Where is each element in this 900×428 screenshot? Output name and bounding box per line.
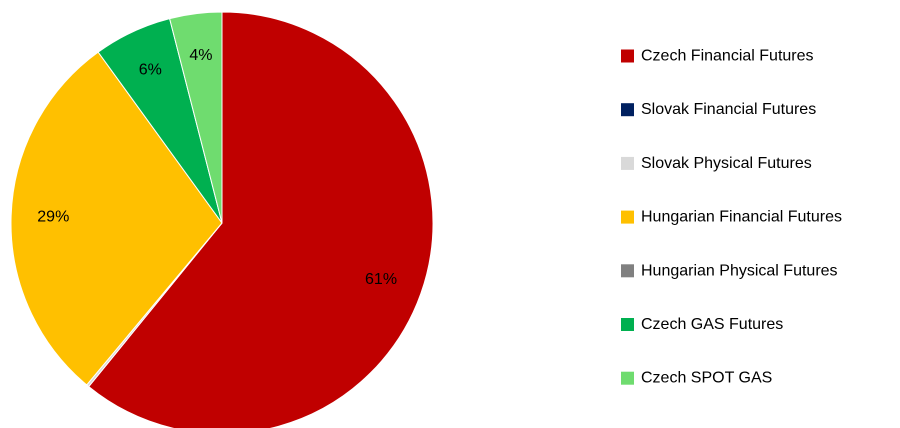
pie-slice-hungarian-financial-futures [10,51,223,386]
slice-label-czech-spot-gas: 4% [189,47,212,64]
slice-label-czech-financial-futures: 61% [365,271,397,288]
slice-label-czech-gas-futures: 6% [139,62,162,79]
legend-item-hungarian-financial-futures: Hungarian Financial Futures [621,209,842,226]
legend-item-czech-gas-futures: Czech GAS Futures [621,316,783,333]
legend-label-slovak-financial-futures: Slovak Financial Futures [641,101,816,118]
legend-item-czech-spot-gas: Czech SPOT GAS [621,370,772,387]
legend-item-slovak-physical-futures: Slovak Physical Futures [621,155,812,172]
legend-label-czech-financial-futures: Czech Financial Futures [641,48,814,65]
legend-label-hungarian-physical-futures: Hungarian Physical Futures [641,262,838,279]
legend-label-czech-spot-gas: Czech SPOT GAS [641,370,772,387]
legend-swatch-hungarian-financial-futures [621,210,634,224]
legend-label-hungarian-financial-futures: Hungarian Financial Futures [641,209,842,226]
pie-slice-czech-financial-futures [88,11,434,428]
legend-item-slovak-financial-futures: Slovak Financial Futures [621,101,816,118]
legend: Czech Financial Futures Slovak Financial … [621,48,842,387]
legend-item-hungarian-physical-futures: Hungarian Physical Futures [621,262,838,279]
legend-swatch-czech-financial-futures [621,49,634,63]
legend-swatch-slovak-financial-futures [621,103,634,117]
slice-label-hungarian-financial-futures: 29% [37,209,69,226]
pie-slices [10,11,434,428]
legend-label-slovak-physical-futures: Slovak Physical Futures [641,155,812,172]
legend-swatch-czech-gas-futures [621,318,634,331]
legend-label-czech-gas-futures: Czech GAS Futures [641,316,783,333]
legend-item-czech-financial-futures: Czech Financial Futures [621,48,814,65]
legend-swatch-slovak-physical-futures [621,156,634,170]
slice-labels: 61% 29% 6% 4% [37,47,397,288]
pie-slice-czech-spot-gas [169,11,223,224]
legend-swatch-hungarian-physical-futures [621,264,634,278]
legend-swatch-czech-spot-gas [621,371,634,385]
